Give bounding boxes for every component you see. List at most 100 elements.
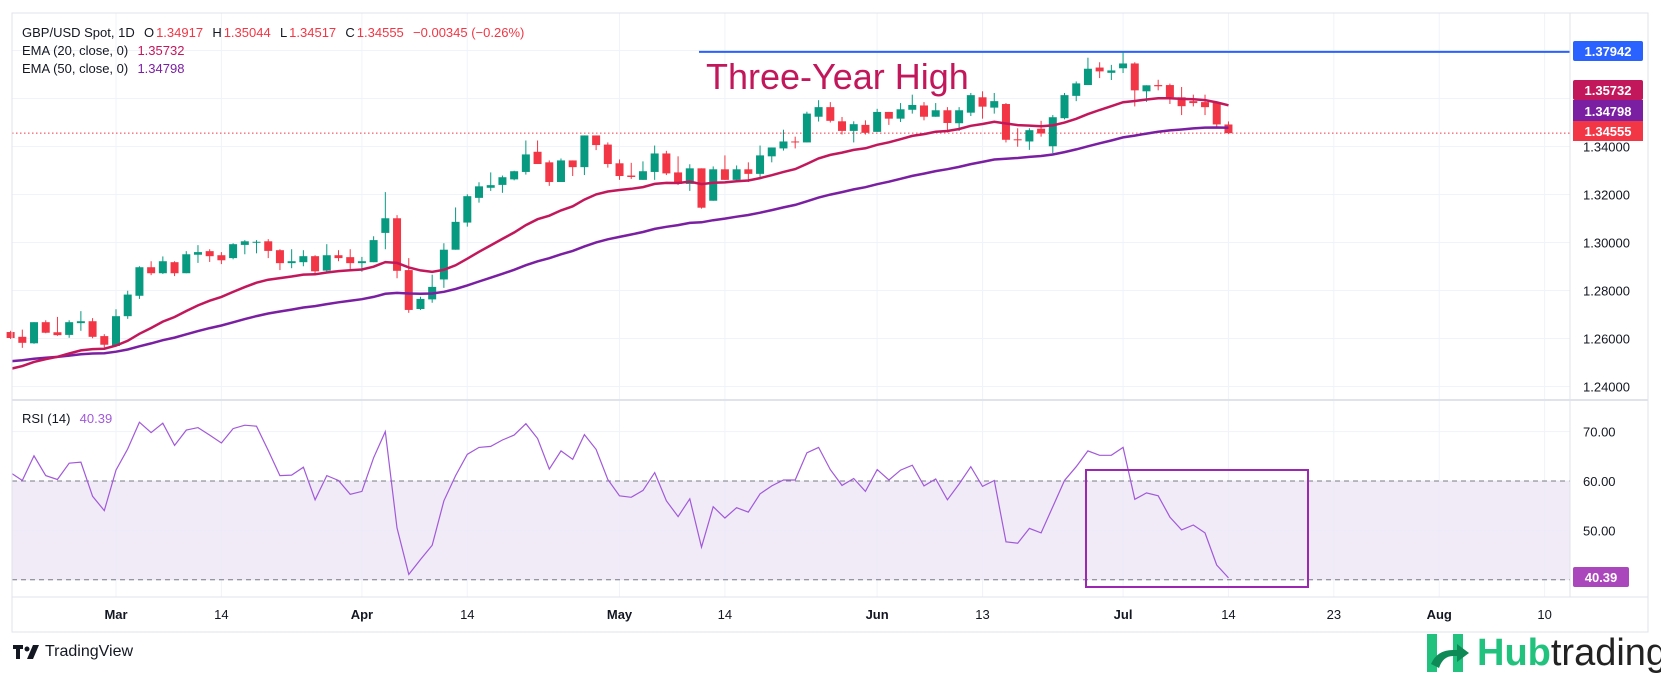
candle-body <box>1001 104 1010 140</box>
tradingview-logo[interactable]: TradingView <box>13 643 133 661</box>
candle-body <box>1142 85 1151 92</box>
candle-body <box>884 111 893 119</box>
candle <box>943 107 952 133</box>
candle-body <box>439 249 448 280</box>
ema20-legend[interactable]: EMA (20, close, 0) 1.35732 <box>22 43 186 58</box>
candle <box>1095 62 1104 79</box>
candle <box>580 135 589 176</box>
candle-body <box>650 153 659 172</box>
last-price-tag: 1.34555 <box>1573 121 1643 141</box>
rsi-value-tag: 40.39 <box>1573 567 1629 587</box>
candle-body <box>463 196 472 223</box>
candle <box>100 334 109 348</box>
candle <box>814 100 823 122</box>
candle-body <box>1072 83 1081 96</box>
candle <box>955 107 964 131</box>
candle <box>76 311 85 331</box>
hubtrading-logo-icon <box>1427 634 1469 672</box>
candle <box>849 121 858 143</box>
candle-body <box>744 169 753 174</box>
candle <box>369 236 378 263</box>
candle-body <box>838 121 847 131</box>
candle-body <box>1130 63 1139 91</box>
candle <box>193 245 202 263</box>
candle-body <box>779 141 788 149</box>
time-tick-label: Jul <box>1114 607 1133 622</box>
candle-body <box>990 101 999 108</box>
candle-body <box>1189 101 1198 104</box>
candle-body <box>592 135 601 146</box>
candle <box>287 249 296 269</box>
candle-body <box>556 160 565 183</box>
candle-body <box>756 155 765 174</box>
time-axis[interactable]: Mar 14 Apr 14 May 14 Jun 13 Jul 14 23 Aug 10 <box>104 607 1551 622</box>
candle <box>861 120 870 135</box>
rsi-legend[interactable]: RSI (14) 40.39 <box>22 411 114 426</box>
candle-body <box>1060 95 1069 119</box>
candle-body <box>1201 102 1210 108</box>
candle <box>568 160 577 177</box>
candle-body <box>100 336 109 345</box>
candle <box>919 102 928 121</box>
candle-body <box>193 252 202 255</box>
ema50-legend[interactable]: EMA (50, close, 0) 1.34798 <box>22 61 186 76</box>
rsi-band <box>12 481 1570 580</box>
candle-body <box>112 316 120 346</box>
candle-body <box>1177 97 1186 107</box>
candle <box>533 140 542 165</box>
candle <box>826 102 835 123</box>
rsi-tick-label: 50.00 <box>1583 523 1616 538</box>
candle-body <box>475 186 484 198</box>
candle-body <box>1154 85 1163 87</box>
symbol-title: GBP/USD Spot, 1D <box>22 25 135 40</box>
candle-body <box>1037 128 1046 134</box>
candle-body <box>369 240 378 263</box>
candle <box>498 175 507 193</box>
candle-body <box>334 255 343 259</box>
high-label: H <box>212 25 222 40</box>
candle-body <box>357 261 366 264</box>
candle-body <box>158 261 167 274</box>
rsi-highlight-box <box>1085 469 1309 588</box>
candle <box>393 215 402 279</box>
candle-body <box>674 172 683 184</box>
ohlc-legend[interactable]: GBP/USD Spot, 1D O 1.34917 H 1.35044 L 1.34… <box>22 25 526 40</box>
candle <box>264 239 273 259</box>
candle-body <box>1165 85 1174 98</box>
candle <box>381 192 390 250</box>
candle-body <box>486 185 495 188</box>
high-value: 1.35044 <box>223 25 271 40</box>
candle-body <box>182 254 191 274</box>
candle <box>53 316 62 336</box>
candle-body <box>697 168 706 208</box>
candle <box>112 309 120 346</box>
candle-body <box>6 332 15 339</box>
candle-body <box>638 171 647 180</box>
candle-body <box>416 298 425 309</box>
ema50-price-tag-text: 1.34798 <box>1585 104 1632 119</box>
candle <box>205 249 214 262</box>
candle-body <box>1013 139 1022 141</box>
candle-body <box>299 256 308 263</box>
price-tick-label: 1.30000 <box>1583 236 1630 251</box>
candle <box>475 182 484 203</box>
candle-body <box>1107 70 1116 73</box>
candle-body <box>580 135 589 168</box>
candle <box>451 207 460 250</box>
candle <box>779 129 788 151</box>
candle-body <box>873 111 882 132</box>
candle-body <box>1119 63 1128 69</box>
candle <box>1037 120 1046 137</box>
candle-body <box>1095 67 1104 72</box>
candle <box>592 135 601 151</box>
candle-body <box>767 147 776 157</box>
candle <box>322 244 331 273</box>
candle-body <box>240 241 249 245</box>
candle <box>463 194 472 227</box>
ema50-value: 1.34798 <box>137 61 185 76</box>
ema20-value: 1.35732 <box>137 43 185 58</box>
candle <box>615 159 624 180</box>
candle-body <box>978 97 987 107</box>
candle-body <box>147 267 156 274</box>
